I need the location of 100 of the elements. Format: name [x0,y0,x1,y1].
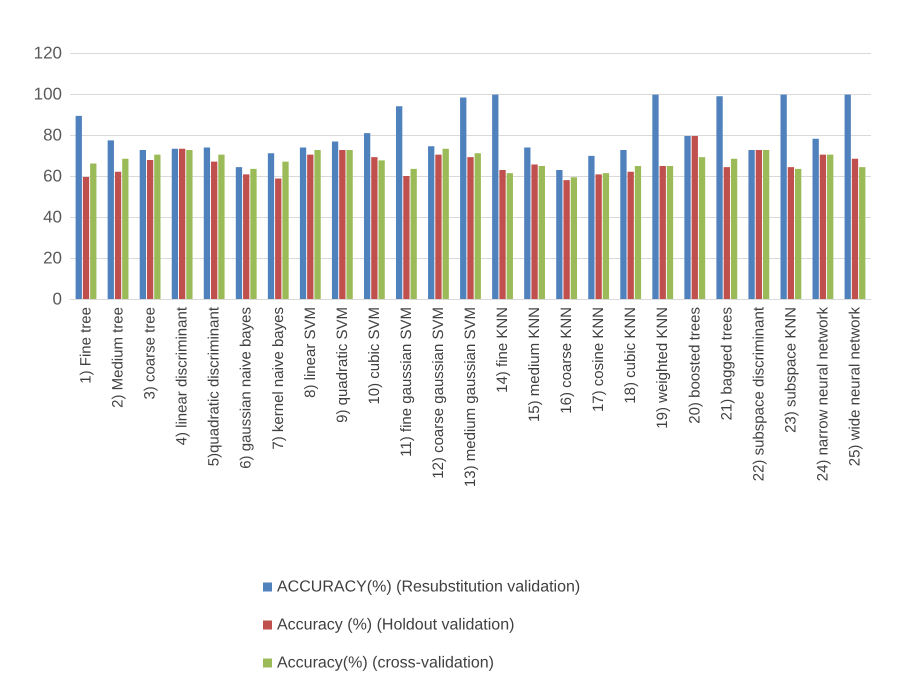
bar [332,142,338,299]
x-tick-label: 25) wide neural network [846,306,864,466]
bar [556,170,563,299]
x-tick-label: 21) bagged trees [718,307,736,420]
y-tick-label: 0 [52,290,62,308]
bar [467,157,474,299]
y-tick-label: 60 [43,166,62,186]
bar [730,158,738,299]
bar [666,166,674,299]
bar [620,150,627,299]
y-tick-label: 40 [43,208,62,226]
bar [538,166,545,299]
bar [820,154,826,299]
y-tick-label: 80 [43,126,62,144]
bar [307,154,314,299]
x-tick-label: 11) fine gaussian SVM [398,307,415,457]
bar [827,154,834,299]
bar [499,170,506,299]
x-tick-label: 23) subspace KNN [782,307,800,433]
bar [204,148,210,299]
legend-label: Accuracy (%) (Holdout validation) [277,616,514,634]
bar [844,94,851,299]
bar [346,150,353,299]
legend-label: ACCURACY(%) (Resubstitution validation) [277,578,580,596]
bar [492,94,498,299]
bar [596,174,602,299]
x-tick-label: 2) Medium tree [110,307,127,408]
bar [563,180,570,299]
bar [314,150,321,299]
bar [218,154,225,299]
bar [268,153,274,299]
bar [531,164,538,299]
x-tick-label: 6) gaussian naive bayes [238,307,255,469]
x-tick-label: 7) kernel naive bayes [270,307,287,450]
bar [172,148,178,299]
bar [602,173,610,299]
x-tick-label: 4) linear discriminant [174,306,191,446]
bar [859,167,866,299]
bar [748,150,755,299]
bar [692,136,698,299]
bar [250,168,257,299]
bar [588,156,595,299]
bar [146,160,154,299]
x-tick-label: 17) cosine KNN [590,307,608,412]
x-tick-label: 16) coarse KNN [558,307,576,414]
x-tick-label: 14) fine KNN [494,307,512,393]
bar [570,177,578,299]
bar [756,150,762,299]
x-tick-label: 22) subspace discriminant [750,306,768,482]
bar [724,167,730,299]
x-tick-label: 20) boosted trees [686,307,704,424]
bar [524,148,530,299]
bar [114,172,122,299]
x-tick-label: 5)quadratic discriminant [206,306,223,466]
bar [628,172,634,299]
bar [82,177,90,299]
bar [435,154,442,299]
bar [698,157,706,299]
x-tick-label: 18) cubic KNN [622,307,640,404]
bar [364,133,370,299]
bar [780,94,787,299]
bar [442,148,449,299]
bar [90,163,96,299]
bar [371,157,378,299]
bar [716,96,723,299]
bar [211,162,218,299]
y-tick-label: 100 [34,84,62,104]
x-tick-label: 15) medium KNN [526,307,544,422]
x-tick-label: 24) narrow neural network [814,306,832,482]
bar [243,174,250,299]
bar [339,150,346,299]
y-tick-label: 20 [43,248,62,268]
bar [428,146,434,299]
bar [154,154,161,299]
bar [460,97,466,299]
x-tick-label: 13) medium gaussian SVM [462,307,479,488]
legend-label: Accuracy(%) (cross-validation) [277,654,494,672]
x-tick-label: 12) coarse gaussian SVM [430,307,447,479]
bar [403,176,410,299]
bar [684,136,691,299]
x-tick-label: 10) cubic SVM [366,307,383,405]
x-tick-label: 19) weighted KNN [654,307,672,429]
bar [660,166,666,299]
bar [634,166,642,299]
bar [275,178,282,299]
bar [812,138,819,299]
bar [396,106,402,299]
bar [410,168,417,299]
bar [76,116,82,299]
bar [236,167,242,299]
bar [178,148,186,299]
bar [762,150,770,299]
bar [282,162,289,299]
x-tick-label: 8) linear SVM [302,307,319,398]
bar [108,140,114,299]
bar [852,158,858,299]
bar [140,150,146,299]
bar [378,160,385,299]
bar [122,158,128,299]
bar [788,167,794,299]
